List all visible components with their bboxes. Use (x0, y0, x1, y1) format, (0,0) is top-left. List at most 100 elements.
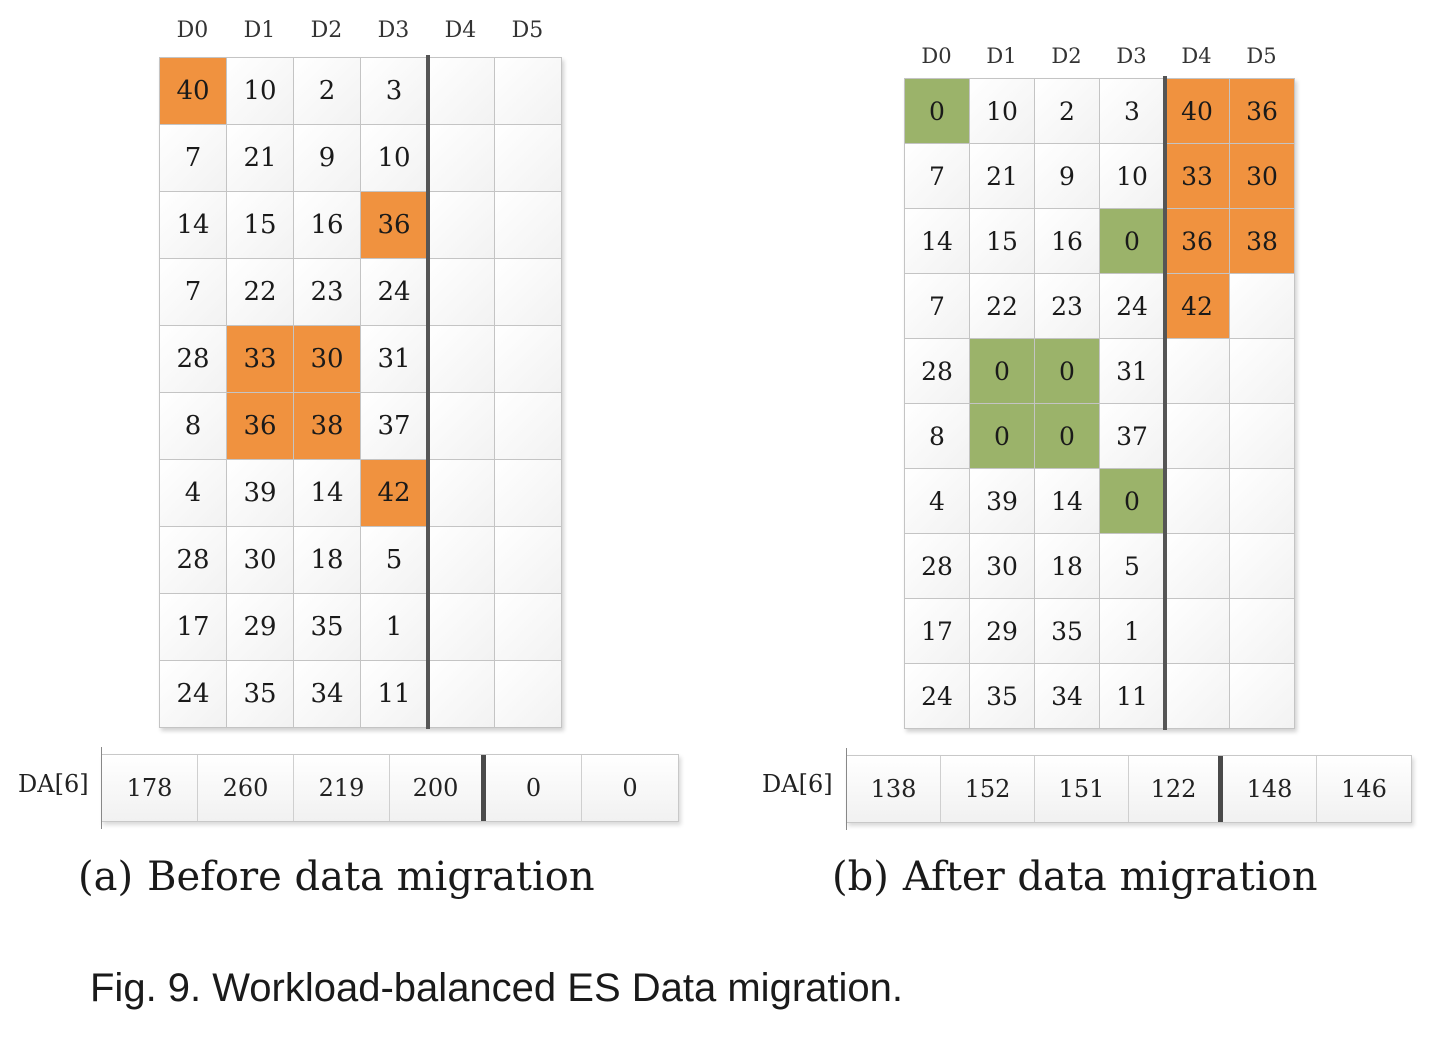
grid-cell: 29 (227, 594, 294, 661)
grid-cell: 35 (1035, 599, 1100, 664)
grid-cell: 1 (1100, 599, 1165, 664)
grid-cell: 1 (361, 594, 428, 661)
grid-cell (495, 527, 562, 594)
grid-cell: 11 (361, 661, 428, 728)
grid-cell: 35 (294, 594, 361, 661)
grid-cell: 40 (160, 58, 227, 125)
grid-cell: 30 (1230, 144, 1295, 209)
da-value-d4: 0 (486, 755, 582, 821)
grid-cell: 16 (1035, 209, 1100, 274)
grid-cell: 34 (294, 661, 361, 728)
da-value-d2: 219 (294, 755, 390, 821)
grid-cell (1230, 404, 1295, 469)
grid-cell: 4 (905, 469, 970, 534)
grid-cell: 28 (905, 339, 970, 404)
grid-cell: 11 (1100, 664, 1165, 729)
grid-cell: 40 (1165, 79, 1230, 144)
grid-cell: 36 (227, 393, 294, 460)
grid-cell (428, 527, 495, 594)
grid-cell: 37 (1100, 404, 1165, 469)
grid-cell: 17 (905, 599, 970, 664)
grid-cell: 0 (970, 404, 1035, 469)
grid-cell: 0 (1100, 469, 1165, 534)
grid-cell (428, 594, 495, 661)
grid-cell: 14 (294, 460, 361, 527)
grid-cell (1165, 404, 1230, 469)
column-header-d5: D5 (1246, 44, 1277, 68)
grid-cell (1165, 339, 1230, 404)
panel-a-divider (426, 55, 430, 729)
grid-cell: 2 (294, 58, 361, 125)
grid-cell: 5 (1100, 534, 1165, 599)
grid-cell: 39 (227, 460, 294, 527)
grid-cell: 0 (1100, 209, 1165, 274)
grid-cell: 9 (1035, 144, 1100, 209)
grid-cell (428, 259, 495, 326)
grid-cell: 28 (160, 527, 227, 594)
grid-cell (428, 125, 495, 192)
grid-cell (1230, 534, 1295, 599)
panel-a-disk-grid: 40 10 2 3 7 21 9 10 14 15 16 36 7 22 23 24 28 33 30 31 8 36 38… (159, 57, 562, 728)
da-value-d2: 151 (1035, 756, 1129, 822)
grid-cell: 37 (361, 393, 428, 460)
column-header-d1: D1 (986, 44, 1017, 68)
column-header-d3: D3 (377, 18, 410, 43)
grid-cell: 0 (1035, 339, 1100, 404)
column-header-d4: D4 (1181, 44, 1212, 68)
grid-cell: 21 (970, 144, 1035, 209)
grid-cell (1165, 469, 1230, 534)
grid-cell: 7 (905, 144, 970, 209)
grid-cell (495, 326, 562, 393)
grid-cell: 30 (970, 534, 1035, 599)
grid-cell (428, 393, 495, 460)
grid-cell: 3 (361, 58, 428, 125)
panel-b-caption-text: After data migration (902, 854, 1318, 900)
panel-b-caption-tag: (b) (832, 854, 889, 900)
grid-cell: 3 (1100, 79, 1165, 144)
column-header-d4: D4 (444, 18, 477, 43)
grid-cell (428, 460, 495, 527)
grid-cell: 21 (227, 125, 294, 192)
figure-caption: Fig. 9. Workload-balanced ES Data migrat… (90, 966, 903, 1010)
grid-cell: 36 (1230, 79, 1295, 144)
grid-cell: 7 (905, 274, 970, 339)
grid-cell: 28 (905, 534, 970, 599)
grid-cell: 38 (1230, 209, 1295, 274)
grid-cell: 8 (905, 404, 970, 469)
grid-cell: 9 (294, 125, 361, 192)
grid-cell (428, 661, 495, 728)
grid-cell (1230, 664, 1295, 729)
panel-b-da-array: 138 152 151 122 148 146 (846, 748, 1412, 830)
grid-cell (495, 192, 562, 259)
column-header-d5: D5 (511, 18, 544, 43)
grid-cell: 24 (905, 664, 970, 729)
grid-cell: 18 (294, 527, 361, 594)
grid-cell (1230, 599, 1295, 664)
panel-b-divider (1163, 76, 1167, 730)
panel-a-da-label: DA[6] (18, 770, 89, 798)
grid-cell: 35 (970, 664, 1035, 729)
da-value-d0: 138 (847, 756, 941, 822)
grid-cell: 35 (227, 661, 294, 728)
grid-cell: 42 (361, 460, 428, 527)
grid-cell: 34 (1035, 664, 1100, 729)
panel-a-column-headers: D0 D1 D2 D3 D4 D5 (159, 18, 561, 43)
grid-cell (495, 125, 562, 192)
grid-cell: 33 (227, 326, 294, 393)
grid-cell: 0 (1035, 404, 1100, 469)
grid-cell: 39 (970, 469, 1035, 534)
grid-cell (1230, 469, 1295, 534)
da-array-left-edge (101, 747, 102, 829)
grid-cell (1230, 274, 1295, 339)
grid-cell: 5 (361, 527, 428, 594)
column-header-d1: D1 (243, 18, 276, 43)
grid-cell: 7 (160, 125, 227, 192)
grid-cell: 16 (294, 192, 361, 259)
panel-a-caption-text: Before data migration (147, 854, 595, 900)
da-value-d0: 178 (102, 755, 198, 821)
grid-cell: 30 (294, 326, 361, 393)
column-header-d0: D0 (921, 44, 952, 68)
grid-cell: 8 (160, 393, 227, 460)
column-header-d2: D2 (1051, 44, 1082, 68)
panel-b-da-label: DA[6] (762, 770, 833, 798)
